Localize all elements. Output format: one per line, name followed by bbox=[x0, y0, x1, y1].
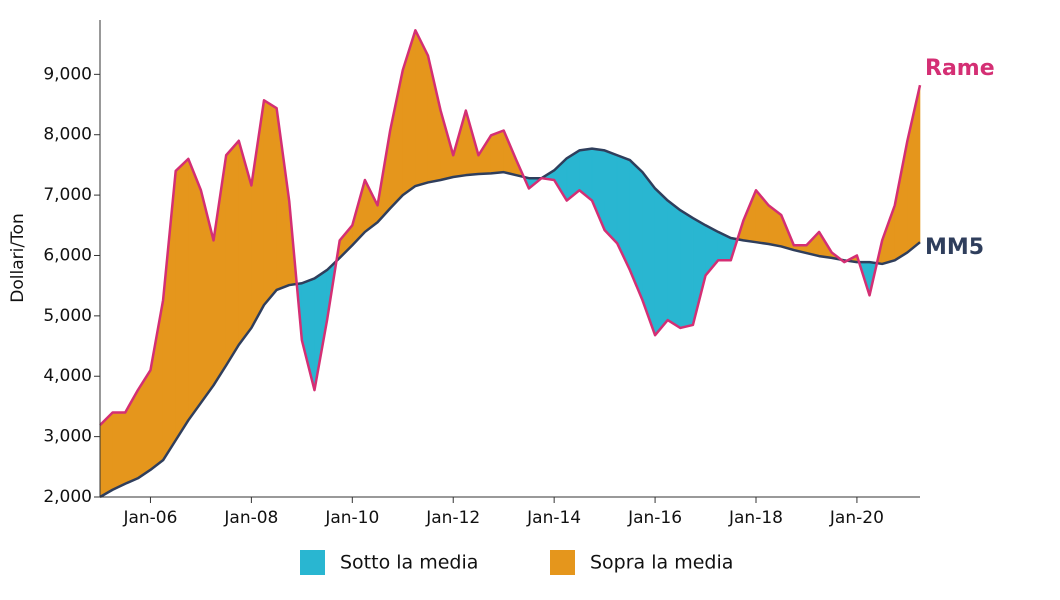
area-fill bbox=[667, 199, 681, 329]
area-fill bbox=[175, 158, 189, 442]
area-fill bbox=[692, 217, 706, 325]
x-tick-label: Jan-20 bbox=[829, 508, 884, 528]
legend-swatch bbox=[300, 550, 325, 575]
y-tick-label: 2,000 bbox=[43, 487, 92, 507]
area-fill bbox=[99, 411, 113, 498]
fill-layer bbox=[99, 30, 921, 498]
legend-label: Sotto la media bbox=[340, 552, 478, 574]
area-fill bbox=[301, 277, 315, 391]
area-fill bbox=[150, 300, 164, 471]
area-fill bbox=[389, 70, 404, 210]
line-layer: MM5 Rame bbox=[99, 29, 995, 499]
area-fill bbox=[478, 134, 492, 175]
area-fill bbox=[162, 170, 176, 462]
area-fill bbox=[188, 158, 202, 422]
x-tick-label: Jan-06 bbox=[122, 508, 177, 528]
axes: 2,000 3,000 4,000 5,000 6,000 7,000 8,000 9,000… bbox=[43, 20, 920, 528]
area-fill bbox=[238, 140, 252, 346]
area-fill bbox=[124, 388, 139, 485]
area-fill bbox=[616, 154, 631, 271]
area-fill bbox=[642, 171, 656, 336]
x-tick-label: Jan-08 bbox=[223, 508, 278, 528]
x-tick-label: Jan-18 bbox=[728, 508, 783, 528]
area-fill bbox=[276, 108, 290, 291]
y-tick-label: 5,000 bbox=[43, 306, 92, 326]
series-label: Rame bbox=[925, 56, 995, 81]
area-fill bbox=[225, 139, 240, 367]
area-fill bbox=[490, 130, 504, 174]
series-line bbox=[99, 147, 921, 499]
area-fill bbox=[112, 412, 126, 491]
x-tick-label: Jan-16 bbox=[627, 508, 682, 528]
series-label: MM5 bbox=[925, 235, 984, 260]
y-tick-label: 9,000 bbox=[43, 64, 92, 84]
area-fill bbox=[654, 187, 668, 337]
y-tick-label: 8,000 bbox=[43, 125, 92, 145]
y-tick-label: 7,000 bbox=[43, 185, 92, 205]
area-fill bbox=[263, 99, 277, 306]
x-tick-label: Jan-12 bbox=[425, 508, 480, 528]
area-fill bbox=[680, 209, 694, 329]
legend-swatch bbox=[550, 550, 575, 575]
y-axis-label: Dollari/Ton bbox=[8, 213, 28, 302]
y-tick-label: 3,000 bbox=[43, 427, 92, 447]
series-line bbox=[99, 29, 922, 427]
y-tick-label: 6,000 bbox=[43, 245, 92, 265]
x-tick-label: Jan-14 bbox=[526, 508, 581, 528]
legend-label: Sopra la media bbox=[590, 552, 733, 574]
y-tick-label: 4,000 bbox=[43, 366, 92, 386]
area-fill bbox=[604, 149, 618, 245]
area-fill bbox=[629, 159, 643, 301]
area-fill bbox=[402, 30, 416, 196]
x-tick-label: Jan-10 bbox=[324, 508, 379, 528]
area-fill bbox=[427, 55, 441, 183]
area-fill bbox=[200, 190, 214, 404]
